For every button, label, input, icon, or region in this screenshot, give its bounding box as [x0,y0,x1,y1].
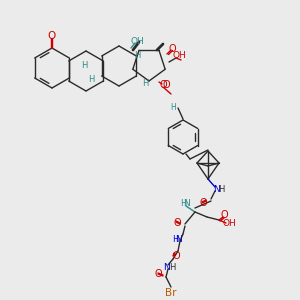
Text: OH: OH [130,37,144,46]
Text: N: N [176,235,182,244]
Text: H: H [218,184,224,194]
Text: N: N [213,184,219,194]
Text: N: N [184,200,190,208]
Text: O: O [154,269,162,279]
Text: H: H [142,79,148,88]
Text: O: O [48,31,56,41]
Text: N: N [164,263,170,272]
Text: H: H [88,74,94,83]
Text: OH: OH [222,220,236,229]
Text: O: O [173,218,181,228]
Text: O: O [168,44,176,54]
Text: O: O [159,80,167,90]
Text: H: H [134,52,140,61]
Text: OH: OH [172,52,186,61]
Text: H: H [170,103,176,112]
Text: O: O [162,80,170,90]
Text: H: H [172,235,178,244]
Text: O: O [220,210,228,220]
Text: H: H [180,200,186,208]
Text: H: H [169,263,175,272]
Text: H: H [81,61,87,70]
Text: O: O [199,198,207,208]
Text: O: O [172,251,180,261]
Text: Br: Br [165,288,177,298]
